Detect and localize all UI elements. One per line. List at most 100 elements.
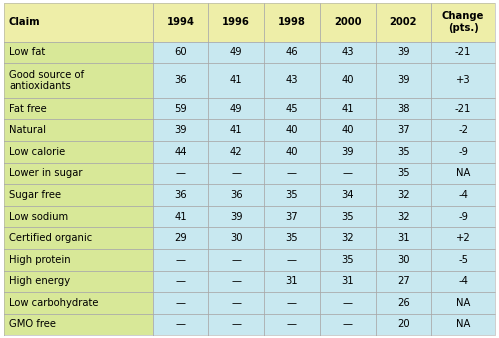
Text: 35: 35 <box>341 255 354 265</box>
Text: Low calorie: Low calorie <box>9 147 65 157</box>
Bar <box>208 163 264 184</box>
Bar <box>376 227 431 249</box>
Text: Certified organic: Certified organic <box>9 233 92 243</box>
Bar <box>320 42 376 63</box>
Bar <box>4 119 153 141</box>
Text: 37: 37 <box>397 125 410 135</box>
Text: —: — <box>175 168 186 178</box>
Bar <box>153 42 208 63</box>
Text: +2: +2 <box>456 233 471 243</box>
Bar <box>320 3 376 42</box>
Text: 1994: 1994 <box>166 17 195 27</box>
Text: 43: 43 <box>286 75 298 86</box>
Text: —: — <box>231 298 241 308</box>
Bar <box>264 141 320 163</box>
Bar <box>153 227 208 249</box>
Bar <box>431 163 495 184</box>
Bar <box>431 227 495 249</box>
Text: 32: 32 <box>397 190 410 200</box>
Text: 41: 41 <box>230 75 243 86</box>
Text: High protein: High protein <box>9 255 70 265</box>
Text: -4: -4 <box>458 190 468 200</box>
Text: 35: 35 <box>397 168 410 178</box>
Bar <box>208 184 264 206</box>
Bar <box>264 227 320 249</box>
Text: —: — <box>175 255 186 265</box>
Text: 26: 26 <box>397 298 410 308</box>
Bar <box>208 141 264 163</box>
Bar <box>376 42 431 63</box>
Bar <box>431 63 495 98</box>
Text: —: — <box>287 319 297 330</box>
Text: —: — <box>343 319 353 330</box>
Bar <box>264 3 320 42</box>
Bar <box>264 63 320 98</box>
Bar <box>320 270 376 292</box>
Text: High energy: High energy <box>9 276 70 286</box>
Text: —: — <box>343 298 353 308</box>
Bar <box>208 119 264 141</box>
Bar <box>264 314 320 335</box>
Bar <box>431 292 495 314</box>
Text: Lower in sugar: Lower in sugar <box>9 168 82 178</box>
Bar <box>208 249 264 270</box>
Text: 59: 59 <box>174 103 187 114</box>
Bar <box>264 163 320 184</box>
Text: 43: 43 <box>341 47 354 57</box>
Text: Claim: Claim <box>9 17 40 27</box>
Bar <box>376 63 431 98</box>
Text: 30: 30 <box>397 255 410 265</box>
Text: 2000: 2000 <box>334 17 361 27</box>
Bar <box>208 292 264 314</box>
Text: Good source of
antioxidants: Good source of antioxidants <box>9 70 84 91</box>
Text: Low sodium: Low sodium <box>9 212 68 221</box>
Text: —: — <box>287 168 297 178</box>
Text: —: — <box>231 276 241 286</box>
Bar <box>431 314 495 335</box>
Text: -9: -9 <box>458 147 468 157</box>
Bar <box>431 3 495 42</box>
Bar <box>153 314 208 335</box>
Text: NA: NA <box>456 319 471 330</box>
Bar <box>4 63 153 98</box>
Bar <box>431 249 495 270</box>
Text: —: — <box>231 255 241 265</box>
Text: 35: 35 <box>285 233 298 243</box>
Text: 40: 40 <box>286 125 298 135</box>
Bar <box>376 206 431 227</box>
Bar <box>264 119 320 141</box>
Text: 39: 39 <box>174 125 187 135</box>
Bar <box>153 3 208 42</box>
Text: 31: 31 <box>341 276 354 286</box>
Bar <box>208 270 264 292</box>
Text: 1998: 1998 <box>278 17 306 27</box>
Text: 32: 32 <box>397 212 410 221</box>
Bar <box>376 163 431 184</box>
Text: 39: 39 <box>397 75 410 86</box>
Text: NA: NA <box>456 168 471 178</box>
Text: 39: 39 <box>341 147 354 157</box>
Text: 41: 41 <box>230 125 243 135</box>
Bar <box>376 119 431 141</box>
Text: —: — <box>287 255 297 265</box>
Text: —: — <box>175 298 186 308</box>
Text: —: — <box>175 276 186 286</box>
Text: 1996: 1996 <box>222 17 250 27</box>
Bar <box>153 270 208 292</box>
Text: 49: 49 <box>230 47 243 57</box>
Bar <box>320 227 376 249</box>
Text: 31: 31 <box>285 276 298 286</box>
Text: 40: 40 <box>341 75 354 86</box>
Bar <box>208 42 264 63</box>
Bar <box>208 63 264 98</box>
Text: 39: 39 <box>230 212 243 221</box>
Bar <box>4 98 153 119</box>
Bar <box>320 63 376 98</box>
Bar <box>264 270 320 292</box>
Text: -9: -9 <box>458 212 468 221</box>
Bar <box>4 314 153 335</box>
Text: 46: 46 <box>285 47 298 57</box>
Bar <box>208 314 264 335</box>
Text: 34: 34 <box>341 190 354 200</box>
Text: -4: -4 <box>458 276 468 286</box>
